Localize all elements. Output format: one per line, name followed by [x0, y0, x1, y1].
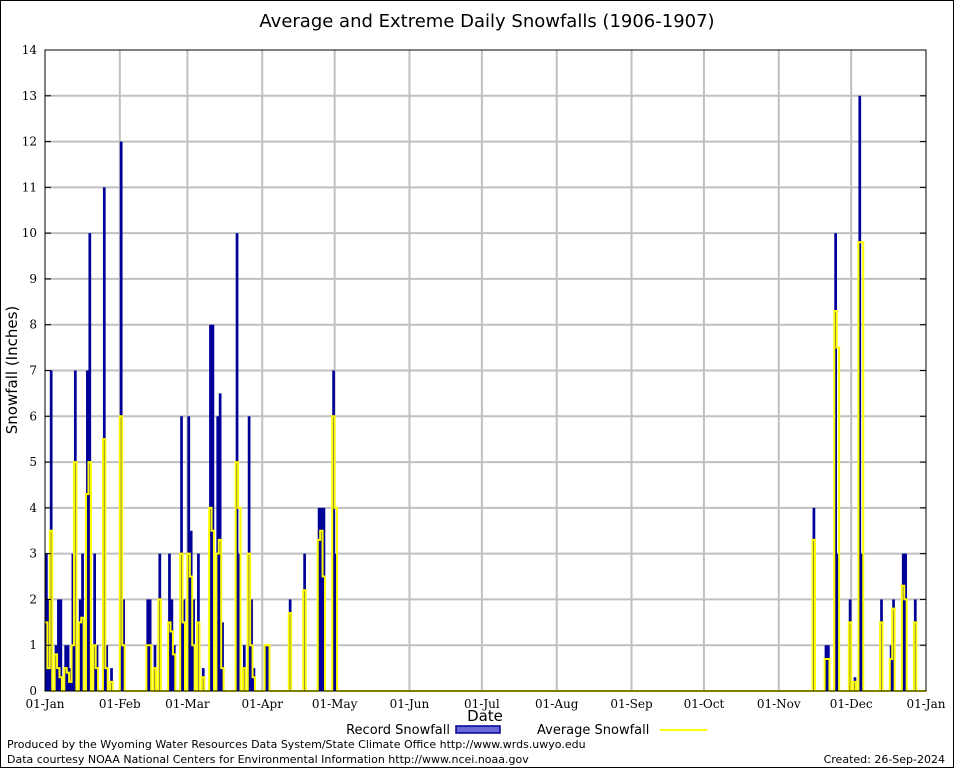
y-tick-label: 3 [29, 547, 37, 561]
x-axis-ticks: 01-Jan 01-Feb 01-Mar 01-Apr 01-May 01-Jun 01-J… [25, 697, 945, 711]
record-bar [218, 393, 222, 691]
record-bar [170, 599, 174, 691]
record-bar [158, 553, 162, 691]
record-bar [86, 370, 89, 691]
record-bar [267, 645, 270, 691]
record-bar [201, 668, 205, 691]
record-bar [334, 553, 338, 691]
record-bar [288, 599, 292, 691]
record-bar [889, 645, 893, 691]
record-bar [853, 677, 857, 691]
record-bar [110, 668, 113, 691]
record-bar [93, 553, 96, 691]
legend-record-label: Record Snowfall [346, 723, 450, 738]
x-tick-label: 01-Feb [99, 697, 141, 711]
record-bar [824, 645, 828, 691]
record-bar [836, 553, 840, 691]
x-tick-label: 01-Jul [464, 697, 500, 711]
record-bar [848, 599, 852, 691]
record-bar [172, 645, 176, 691]
footer-data-courtesy: Data courtesy NOAA National Centers for … [7, 753, 529, 766]
y-tick-label: 1 [29, 638, 37, 652]
record-bar [66, 645, 70, 691]
legend-average-label: Average Snowfall [537, 723, 649, 738]
x-tick-label: 01-Jun [390, 697, 430, 711]
x-tick-label: 01-May [312, 697, 358, 711]
y-tick-label: 5 [29, 455, 37, 469]
x-tick-label: 01-Jan [25, 697, 64, 711]
y-tick-label: 2 [29, 592, 37, 606]
y-axis-label: Snowfall (Inches) [3, 306, 21, 434]
record-bar [78, 599, 82, 691]
x-tick-label: 01-Dec [830, 697, 873, 711]
x-tick-label: 01-Aug [535, 697, 579, 711]
record-bar [252, 668, 256, 691]
record-bar [57, 599, 60, 691]
x-tick-label: 01-Jan [906, 697, 945, 711]
y-tick-label: 14 [22, 43, 38, 57]
record-bar [238, 553, 241, 691]
record-bar [71, 553, 75, 691]
record-bar [858, 95, 862, 692]
record-bar [860, 553, 864, 691]
y-tick-label: 12 [22, 135, 37, 149]
x-tick-label: 01-Nov [757, 697, 801, 711]
x-tick-label: 01-Mar [165, 697, 210, 711]
chart-title: Average and Extreme Daily Snowfalls (190… [259, 11, 714, 32]
record-bar [59, 599, 63, 691]
record-bar [332, 370, 335, 691]
record-bar [320, 507, 323, 691]
record-bar [69, 668, 72, 691]
y-tick-label: 4 [29, 501, 37, 515]
x-tick-label: 01-Oct [684, 697, 725, 711]
y-tick-label: 13 [22, 89, 37, 103]
record-bar [264, 645, 268, 691]
record-bar [901, 553, 905, 691]
legend: Record Snowfall Average Snowfall [346, 723, 707, 738]
record-bar [827, 645, 830, 691]
y-tick-label: 0 [29, 684, 37, 698]
record-bar [892, 599, 895, 691]
record-bar [211, 324, 215, 691]
legend-record-swatch [455, 725, 501, 734]
record-bar [54, 645, 58, 691]
record-bar [834, 233, 837, 691]
record-bar [73, 370, 77, 691]
y-tick-label: 11 [22, 180, 37, 194]
y-tick-label: 8 [29, 318, 37, 332]
record-bar [880, 599, 883, 691]
y-tick-label: 10 [22, 226, 37, 240]
x-tick-label: 01-Sep [610, 697, 653, 711]
record-bar [303, 553, 306, 691]
record-bar [317, 507, 321, 691]
y-tick-label: 6 [29, 409, 37, 423]
record-bar [189, 530, 193, 691]
footer-produced-by: Produced by the Wyoming Water Resources … [7, 738, 586, 751]
x-axis-label: Date [467, 707, 503, 725]
record-bar [904, 553, 907, 691]
record-bar [812, 507, 816, 691]
record-bar [322, 507, 326, 691]
record-bar [81, 553, 84, 691]
record-bar [913, 599, 917, 691]
record-bar [182, 599, 186, 691]
record-bar [221, 622, 224, 691]
y-tick-label: 9 [29, 272, 37, 286]
x-tick-label: 01-Apr [242, 697, 284, 711]
footer-created-date: Created: 26-Sep-2024 [824, 753, 945, 766]
y-tick-label: 7 [29, 364, 37, 378]
